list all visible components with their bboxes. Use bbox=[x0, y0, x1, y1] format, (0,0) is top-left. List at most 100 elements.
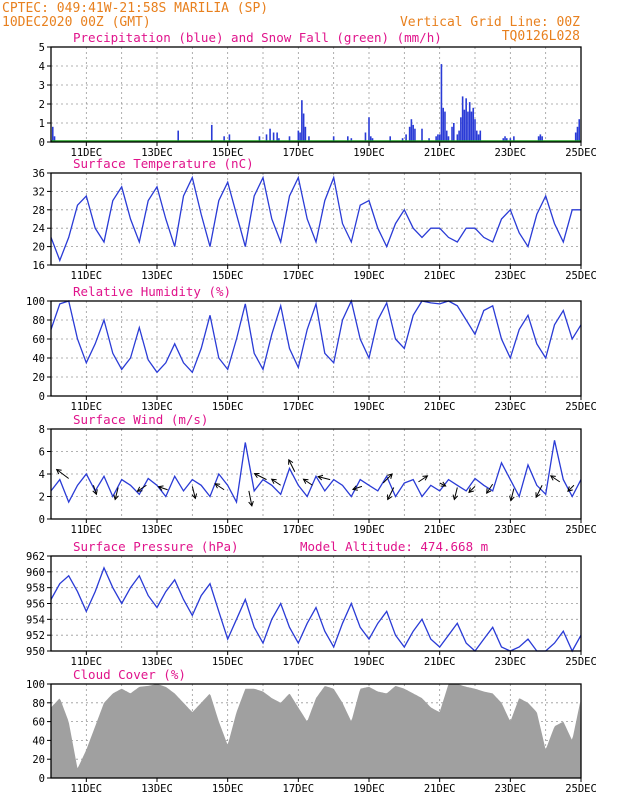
y-tick-label: 60 bbox=[32, 717, 45, 729]
precip-bar bbox=[578, 119, 581, 142]
precip-bar bbox=[506, 138, 508, 142]
wind-arrow bbox=[352, 485, 363, 490]
wind-arrow bbox=[439, 482, 446, 487]
wind-arrow bbox=[510, 488, 515, 501]
precip-bar bbox=[438, 134, 441, 142]
meteogram-panels: 0 1 2 3 4 5 11DEC 13DEC 15DEC 17DEC 19DEC 21DEC 23DE… bbox=[26, 30, 597, 795]
precip-bar bbox=[435, 136, 437, 142]
y-tick-label: 24 bbox=[32, 223, 45, 235]
wind-arrow bbox=[158, 486, 168, 491]
precip-bar bbox=[468, 102, 471, 142]
y-tick-label: 20 bbox=[32, 372, 45, 384]
precip-bar bbox=[477, 134, 480, 142]
y-tick-label: 956 bbox=[26, 599, 45, 611]
precip-bar bbox=[210, 124, 213, 142]
x-tick-label: 25DEC bbox=[565, 401, 597, 413]
wind-arrow bbox=[453, 487, 458, 500]
y-tick-label: 4 bbox=[39, 469, 45, 481]
precip-bar bbox=[467, 111, 469, 142]
precip-bar bbox=[502, 138, 505, 142]
x-tick-label: 21DEC bbox=[424, 783, 456, 795]
wind-arrow bbox=[56, 469, 69, 479]
x-tick-label: 19DEC bbox=[353, 270, 385, 282]
wind-arrow bbox=[550, 475, 561, 483]
x-tick-label: 23DEC bbox=[495, 524, 527, 536]
x-tick-label: 25DEC bbox=[565, 524, 597, 536]
precip-bar bbox=[389, 136, 391, 142]
cloud-title: Cloud Cover (%) bbox=[73, 667, 186, 682]
y-tick-label: 20 bbox=[32, 754, 45, 766]
precip-bar bbox=[299, 132, 301, 142]
wind-arrow-head bbox=[535, 492, 541, 499]
x-tick-label: 11DEC bbox=[71, 524, 103, 536]
precip-bar bbox=[465, 98, 467, 142]
temp-series-line bbox=[50, 175, 581, 263]
y-tick-label: 0 bbox=[39, 773, 45, 785]
press-series-line bbox=[50, 566, 582, 653]
precip-bar bbox=[444, 111, 446, 142]
wind-arrow-head bbox=[549, 475, 556, 481]
panel-frame bbox=[50, 683, 582, 779]
wind-arrow-head bbox=[214, 483, 221, 489]
x-tick-label: 23DEC bbox=[495, 147, 527, 159]
wind-arrow-head bbox=[509, 495, 515, 502]
y-tick-label: 950 bbox=[26, 646, 45, 658]
precip-bar bbox=[474, 119, 476, 142]
y-tick-label: 100 bbox=[26, 679, 45, 691]
wind-arrow-head bbox=[422, 475, 429, 481]
x-tick-label: 11DEC bbox=[71, 401, 103, 413]
precip-bar bbox=[539, 134, 542, 142]
x-tick-label: 23DEC bbox=[495, 270, 527, 282]
panel-cloud: 0 20 40 60 80 100 11DEC 13DEC 15DEC 17DEC 19DEC 21D… bbox=[26, 667, 597, 795]
x-tick-label: 21DEC bbox=[424, 270, 456, 282]
precip-bar bbox=[410, 119, 413, 142]
wind-arrow-head bbox=[157, 485, 164, 491]
precip-bar bbox=[272, 132, 275, 142]
header-date: 10DEC2020 00Z (GMT) bbox=[2, 15, 151, 30]
header-model-code: TQ0126L028 bbox=[502, 29, 580, 44]
wind-arrow-head bbox=[288, 458, 294, 465]
precip-bar bbox=[437, 134, 439, 142]
precip-title: Precipitation (blue) and Snow Fall (gree… bbox=[73, 30, 442, 45]
temp-title: Surface Temperature (nC) bbox=[73, 156, 254, 171]
x-tick-label: 23DEC bbox=[495, 656, 527, 668]
wind-arrow-head bbox=[567, 486, 573, 492]
y-tick-label: 20 bbox=[32, 242, 45, 254]
wind-arrow bbox=[486, 483, 494, 494]
precip-bar bbox=[453, 123, 455, 142]
wind-arrow-head bbox=[452, 494, 459, 501]
y-tick-label: 80 bbox=[32, 315, 45, 327]
wind-series-line bbox=[50, 440, 582, 505]
rh-series-line bbox=[50, 299, 582, 374]
precip-bar bbox=[265, 134, 268, 142]
wind-arrow bbox=[214, 483, 225, 491]
precip-bar bbox=[445, 130, 448, 142]
precip-bar bbox=[302, 113, 305, 142]
x-tick-label: 25DEC bbox=[565, 656, 597, 668]
x-tick-label: 15DEC bbox=[212, 147, 244, 159]
x-tick-label: 25DEC bbox=[565, 783, 597, 795]
x-tick-label: 15DEC bbox=[212, 270, 244, 282]
press-title: Surface Pressure (hPa) bbox=[73, 539, 239, 554]
x-tick-label: 11DEC bbox=[71, 270, 103, 282]
wind-arrow-head bbox=[351, 485, 358, 491]
panel-temp: 16 20 24 28 32 36 11DEC 13DEC 15DEC 17DEC 19DEC 21D… bbox=[32, 156, 596, 282]
y-tick-label: 16 bbox=[32, 260, 45, 272]
x-tick-label: 13DEC bbox=[141, 401, 173, 413]
wind-arrow-head bbox=[191, 493, 198, 500]
precip-bar bbox=[278, 138, 280, 142]
y-tick-label: 1 bbox=[39, 118, 45, 130]
precip-bar bbox=[371, 138, 374, 142]
y-tick-label: 0 bbox=[39, 391, 45, 403]
x-tick-label: 19DEC bbox=[353, 401, 385, 413]
x-tick-label: 23DEC bbox=[495, 783, 527, 795]
x-tick-label: 19DEC bbox=[353, 783, 385, 795]
rh-title: Relative Humidity (%) bbox=[73, 284, 231, 299]
wind-arrow bbox=[248, 490, 253, 506]
precip-bar bbox=[288, 136, 291, 142]
precip-bar bbox=[463, 109, 466, 142]
precip-bar bbox=[332, 136, 335, 142]
wind-arrow-head bbox=[302, 478, 309, 484]
precip-bar bbox=[513, 136, 515, 142]
x-tick-label: 17DEC bbox=[283, 147, 315, 159]
